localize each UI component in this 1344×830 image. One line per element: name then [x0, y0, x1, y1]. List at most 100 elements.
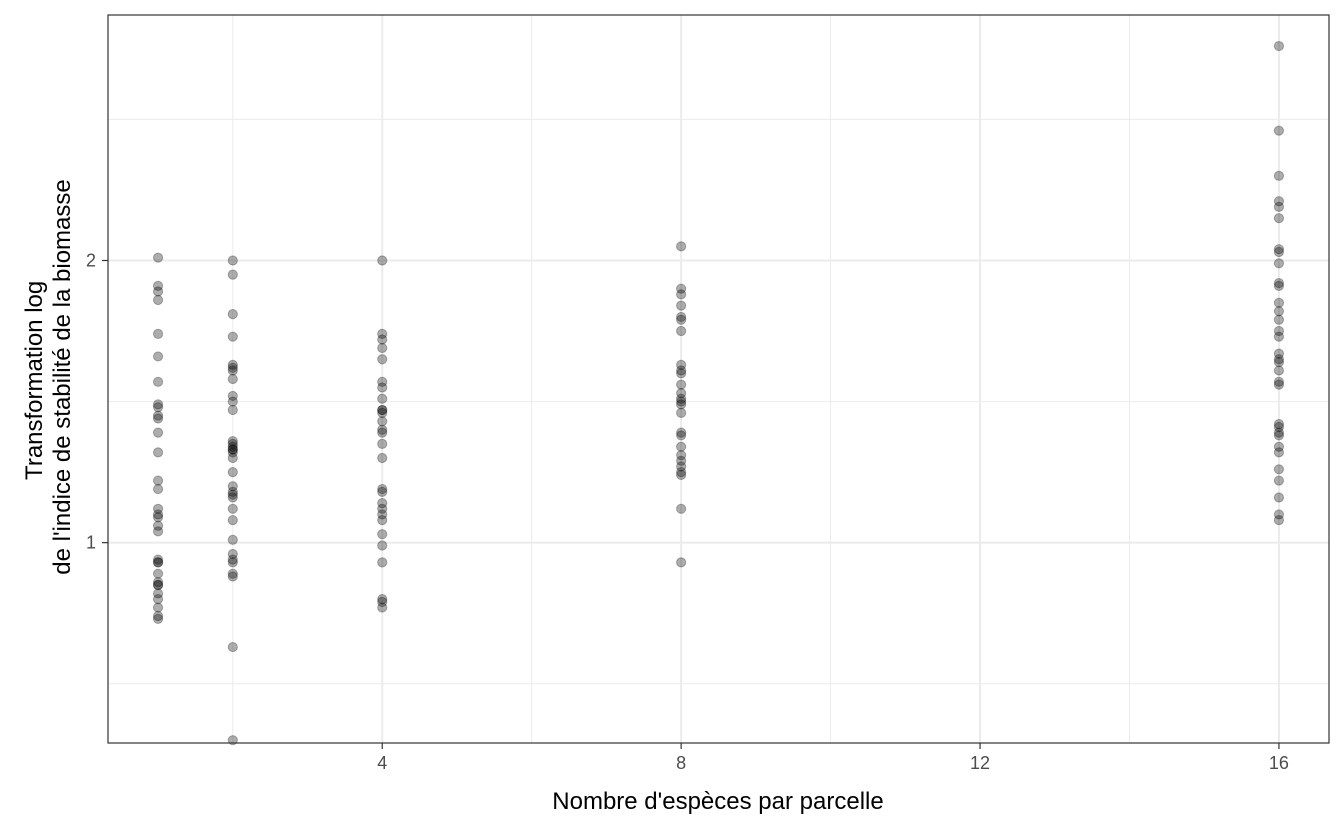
data-point: [377, 498, 388, 509]
data-point: [676, 450, 687, 461]
data-point: [227, 481, 238, 492]
data-point: [676, 407, 687, 418]
data-point: [227, 554, 238, 565]
data-point: [377, 328, 388, 339]
data-point: [1273, 430, 1285, 441]
data-point: [1273, 365, 1285, 376]
data-point: [1273, 376, 1285, 387]
data-point: [676, 455, 687, 466]
data-point: [1273, 492, 1285, 503]
data-point: [152, 588, 164, 599]
data-point: [377, 376, 388, 387]
x-axis-ticks: 4 8 12 16: [377, 743, 1289, 773]
data-point: [377, 529, 388, 540]
data-point: [227, 503, 238, 514]
data-point: [152, 376, 164, 387]
data-point: [227, 396, 238, 407]
data-point: [1273, 40, 1285, 52]
data-point: [227, 492, 238, 503]
data-point: [377, 452, 388, 464]
data-point: [377, 593, 388, 605]
data-point: [1273, 421, 1285, 433]
data-point: [152, 503, 164, 514]
data-point: [676, 393, 687, 404]
data-point: [152, 610, 164, 622]
data-point: [1273, 514, 1285, 526]
data-point: [1273, 170, 1285, 181]
y-tick-label: 2: [86, 250, 96, 270]
data-point: [152, 577, 164, 588]
data-point: [1273, 509, 1285, 520]
data-point: [1273, 427, 1285, 438]
data-point: [377, 503, 388, 514]
y-axis-title-line-2: de l'indice de stabilité de la biomasse: [49, 179, 76, 574]
y-axis-title: Transformation log de l'indice de stabil…: [21, 179, 76, 574]
data-point: [377, 596, 388, 608]
data-point: [377, 382, 388, 393]
data-point: [1273, 297, 1285, 308]
data-point: [377, 416, 388, 427]
data-point: [1273, 379, 1285, 390]
data-point: [676, 311, 687, 323]
data-point: [1273, 464, 1285, 475]
data-point: [152, 280, 164, 291]
data-point: [1273, 314, 1285, 325]
data-point: [1273, 196, 1285, 207]
data-point: [377, 354, 388, 365]
data-point: [227, 447, 238, 458]
data-point: [152, 410, 164, 421]
data-point: [1273, 419, 1285, 430]
data-point: [676, 441, 687, 452]
data-point: [152, 593, 164, 605]
data-point: [152, 602, 164, 613]
data-point: [377, 427, 388, 438]
data-point: [377, 255, 388, 266]
data-point: [676, 300, 687, 311]
y-tick-label: 1: [86, 533, 96, 553]
data-point: [1273, 277, 1285, 289]
minor-gridlines: [108, 15, 1329, 743]
data-point: [152, 351, 164, 362]
data-point: [152, 399, 164, 410]
data-point: [152, 557, 164, 568]
data-point: [227, 571, 238, 582]
data-point: [377, 514, 388, 526]
data-point: [227, 390, 238, 402]
data-point: [377, 509, 388, 520]
data-point: [1273, 213, 1285, 224]
data-point: [227, 548, 238, 560]
data-point: [1273, 348, 1285, 359]
data-point: [227, 467, 238, 478]
data-point: [152, 579, 164, 591]
data-point: [227, 309, 238, 320]
data-point: [676, 359, 687, 370]
data-point: [377, 404, 388, 416]
data-point: [227, 557, 238, 568]
data-point: [227, 489, 238, 500]
data-point: [152, 509, 164, 520]
data-point: [377, 407, 388, 418]
data-point: [676, 325, 687, 337]
data-point: [377, 483, 388, 495]
y-axis-title-line-1: Transformation log: [21, 281, 48, 480]
data-point: [152, 328, 164, 339]
data-point: [152, 427, 164, 438]
x-tick-label: 8: [676, 753, 686, 773]
data-point: [676, 396, 687, 407]
data-point: [152, 294, 164, 306]
data-point: [377, 438, 388, 449]
data-point: [676, 461, 687, 472]
data-point: [227, 441, 238, 452]
data-point: [676, 557, 687, 568]
data-point: [377, 342, 388, 354]
data-point: [377, 404, 388, 416]
data-point: [152, 554, 164, 565]
data-point: [227, 486, 238, 497]
x-tick-label: 4: [377, 753, 387, 773]
major-gridlines: [108, 15, 1329, 743]
data-point: [227, 365, 238, 376]
data-point: [152, 286, 164, 297]
data-point: [227, 444, 238, 455]
data-point: [152, 483, 164, 495]
